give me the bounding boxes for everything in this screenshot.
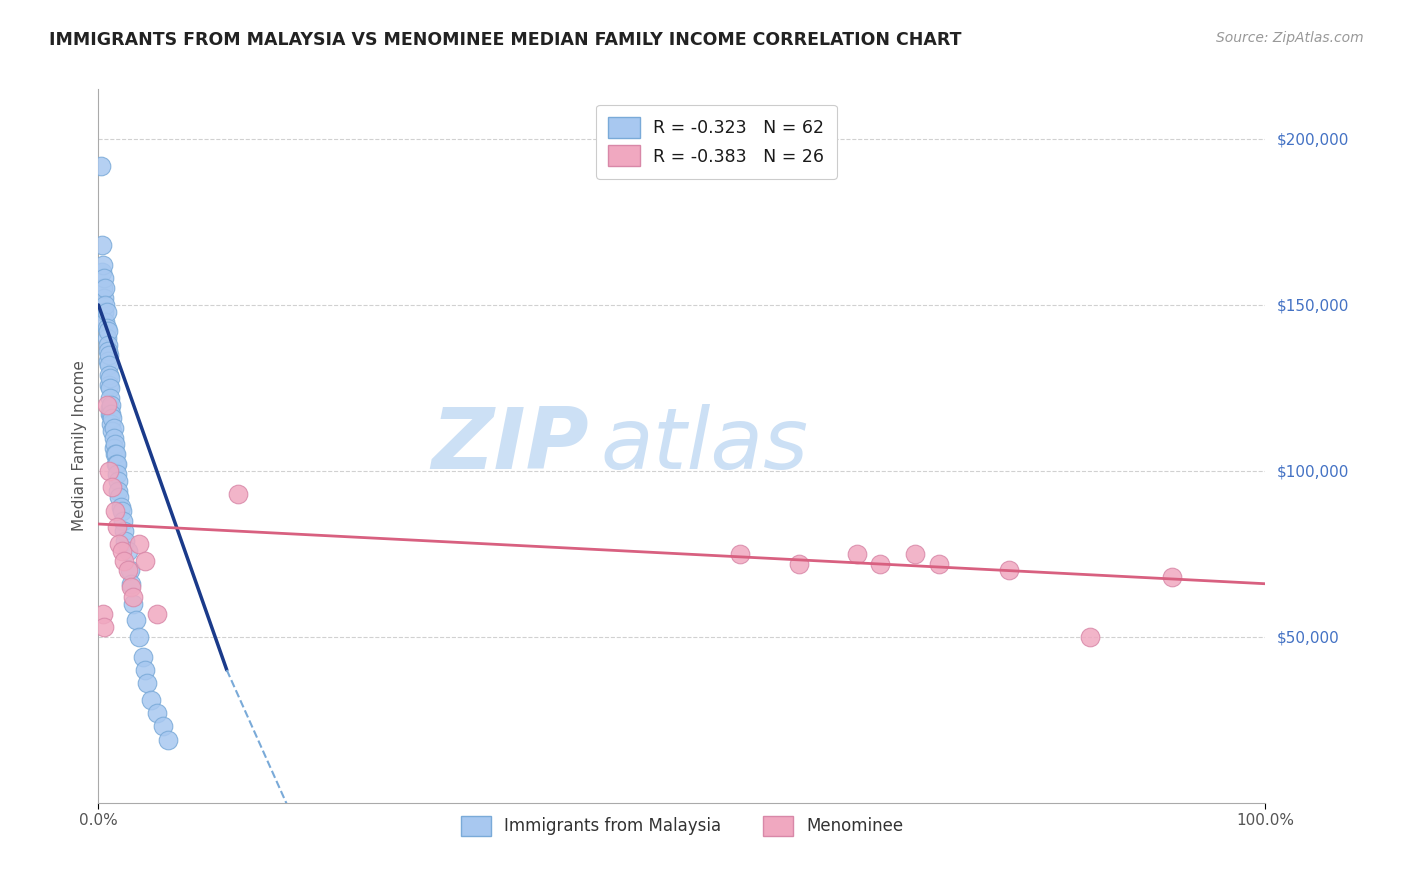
Point [90, 265, 112, 279]
Point [103, 421, 125, 435]
Point [90, 159, 112, 173]
Point [96, 331, 118, 345]
Point [122, 597, 145, 611]
Point [96, 304, 118, 318]
Point [139, 693, 162, 707]
Point [997, 564, 1019, 578]
Point [100, 397, 122, 411]
Point [101, 481, 124, 495]
Point [98, 401, 121, 415]
Point [104, 447, 127, 461]
Point [97, 338, 120, 352]
Point [114, 533, 136, 548]
Point [132, 649, 155, 664]
Point [93, 291, 115, 305]
Point [128, 537, 150, 551]
Point [787, 557, 810, 571]
Point [111, 514, 134, 528]
Point [97, 348, 120, 362]
Point [122, 590, 145, 604]
Point [97, 464, 120, 478]
Point [97, 368, 120, 382]
Point [98, 391, 121, 405]
Point [90, 238, 112, 252]
Point [108, 491, 131, 505]
Y-axis label: Median Family Income: Median Family Income [72, 360, 87, 532]
Point [96, 397, 118, 411]
Point [146, 706, 169, 721]
Point [730, 547, 752, 561]
Point [110, 500, 132, 515]
Point [136, 676, 159, 690]
Point [118, 564, 141, 578]
Point [869, 557, 891, 571]
Point [91, 281, 114, 295]
Point [97, 358, 120, 372]
Point [97, 344, 120, 359]
Point [104, 447, 127, 461]
Point [100, 408, 122, 422]
Point [1080, 630, 1102, 644]
Point [105, 520, 128, 534]
Text: ZIP: ZIP [430, 404, 589, 488]
Point [846, 547, 869, 561]
Point [91, 258, 114, 272]
Text: Source: ZipAtlas.com: Source: ZipAtlas.com [1216, 31, 1364, 45]
Point [105, 467, 128, 482]
Point [100, 417, 122, 432]
Point [228, 487, 250, 501]
Point [94, 298, 117, 312]
Point [112, 524, 135, 538]
Point [104, 504, 127, 518]
Point [128, 630, 150, 644]
Point [125, 613, 148, 627]
Point [146, 607, 169, 621]
Point [134, 663, 156, 677]
Point [93, 620, 115, 634]
Point [111, 543, 134, 558]
Point [117, 564, 139, 578]
Legend: Immigrants from Malaysia, Menominee: Immigrants from Malaysia, Menominee [453, 807, 911, 845]
Point [101, 410, 124, 425]
Point [1161, 570, 1184, 584]
Point [98, 371, 121, 385]
Point [157, 732, 180, 747]
Point [105, 457, 128, 471]
Point [108, 537, 131, 551]
Point [97, 354, 120, 368]
Point [928, 557, 950, 571]
Point [96, 321, 118, 335]
Point [104, 457, 127, 471]
Text: IMMIGRANTS FROM MALAYSIA VS MENOMINEE MEDIAN FAMILY INCOME CORRELATION CHART: IMMIGRANTS FROM MALAYSIA VS MENOMINEE ME… [49, 31, 962, 49]
Point [117, 543, 139, 558]
Point [104, 437, 127, 451]
Point [111, 504, 134, 518]
Point [904, 547, 927, 561]
Point [97, 377, 120, 392]
Point [93, 304, 115, 318]
Point [94, 314, 117, 328]
Point [107, 474, 129, 488]
Point [101, 424, 124, 438]
Point [120, 576, 142, 591]
Point [91, 607, 114, 621]
Point [103, 441, 125, 455]
Point [97, 325, 120, 339]
Text: atlas: atlas [600, 404, 808, 488]
Point [98, 408, 121, 422]
Point [152, 719, 174, 733]
Point [120, 580, 142, 594]
Point [98, 381, 121, 395]
Point [112, 553, 135, 567]
Point [134, 553, 156, 567]
Point [103, 431, 125, 445]
Point [94, 281, 117, 295]
Point [107, 483, 129, 498]
Point [93, 271, 115, 285]
